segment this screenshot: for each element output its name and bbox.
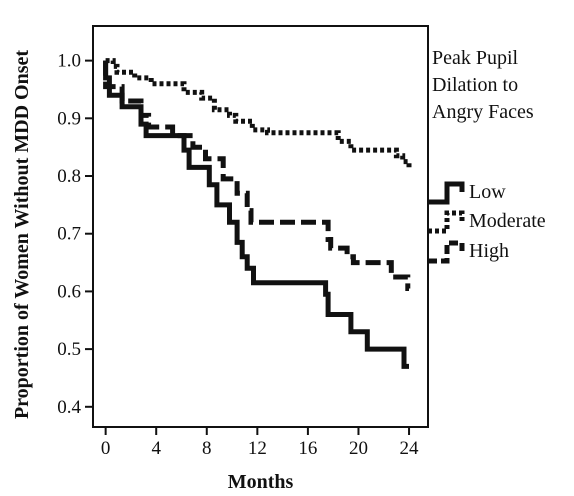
ticks-group: 0 4 8 12 16 20 24 0.4 0.5 0.6 0.7 0.8 0.9 1.0 xyxy=(57,51,419,459)
y-tick-label: 0.7 xyxy=(57,224,81,245)
legend-swatch-high xyxy=(428,240,465,264)
x-tick-label: 0 xyxy=(101,438,111,459)
legend-swatch-low xyxy=(428,181,465,205)
x-tick-label: 12 xyxy=(248,438,267,459)
series-group xyxy=(103,58,412,369)
legend-label-high: High xyxy=(469,240,509,262)
series-line-high xyxy=(103,60,411,291)
y-tick-label: 0.4 xyxy=(57,397,81,418)
y-tick-label: 0.5 xyxy=(57,339,81,360)
legend-swatch-moderate xyxy=(428,210,465,234)
series-line-moderate xyxy=(105,58,412,168)
y-tick-label: 0.6 xyxy=(57,281,81,302)
series-line-low xyxy=(103,60,409,369)
y-axis-title: Proportion of Women Without MDD Onset xyxy=(11,50,33,419)
legend: Peak Pupil Dilation to Angry Faces Low Moder… xyxy=(428,47,546,264)
plot-frame xyxy=(92,25,429,428)
legend-label-low: Low xyxy=(469,181,506,203)
legend-title-line: Angry Faces xyxy=(432,101,534,123)
y-tick-label: 0.8 xyxy=(57,166,81,187)
legend-title-line: Dilation to xyxy=(432,74,518,96)
x-tick-label: 24 xyxy=(400,438,420,459)
legend-title-line: Peak Pupil xyxy=(432,47,519,69)
x-tick-label: 20 xyxy=(349,438,368,459)
legend-label-moderate: Moderate xyxy=(469,210,546,232)
y-tick-label: 0.9 xyxy=(57,108,81,129)
x-tick-label: 8 xyxy=(202,438,212,459)
x-tick-label: 16 xyxy=(298,438,317,459)
plot-frame-group xyxy=(92,25,429,428)
x-axis-title: Months xyxy=(228,471,294,493)
y-tick-label: 1.0 xyxy=(57,51,81,72)
x-tick-label: 4 xyxy=(151,438,161,459)
